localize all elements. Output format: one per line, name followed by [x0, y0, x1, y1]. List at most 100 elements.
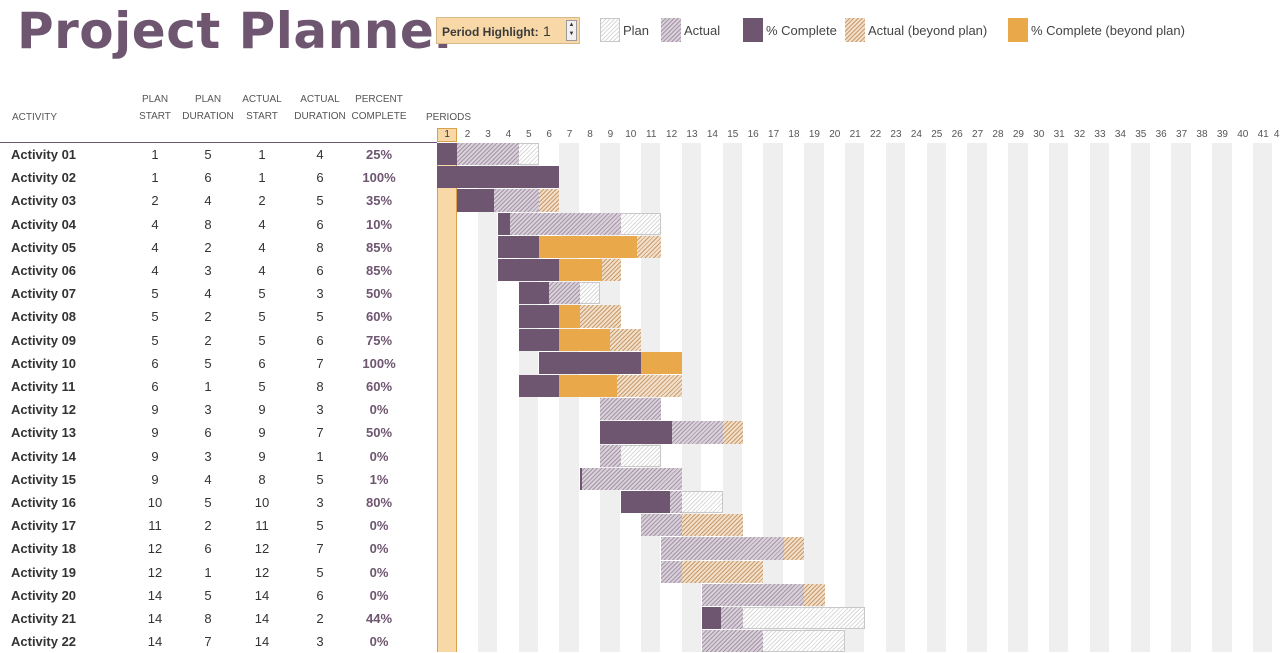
table-row[interactable]: Activity 05 4 2 4 8 85%: [0, 236, 420, 259]
percent-complete-bar: [702, 607, 721, 630]
actual-start: 1: [258, 147, 266, 162]
spin-up-icon[interactable]: ▲: [568, 22, 575, 28]
table-row[interactable]: Activity 09 5 2 5 6 75%: [0, 329, 420, 352]
table-row[interactable]: Activity 18 12 6 12 7 0%: [0, 537, 420, 560]
table-row[interactable]: Activity 16 10 5 10 3 80%: [0, 491, 420, 514]
actual-duration: 3: [316, 402, 324, 418]
percent-beyond-bar: [539, 235, 637, 258]
table-row[interactable]: Activity 10 6 5 6 7 100%: [0, 352, 420, 375]
period-column: [987, 143, 1008, 652]
plan-duration: 6: [204, 541, 212, 557]
activity-name: Activity 10: [11, 355, 77, 371]
legend-percent-beyond: % Complete (beyond plan): [1008, 18, 1185, 42]
plan-duration: 7: [204, 634, 212, 650]
actual-start: 4: [258, 239, 266, 255]
activity-name: Activity 08: [11, 309, 77, 325]
period-number: 30: [1033, 129, 1045, 140]
period-number: 33: [1094, 129, 1106, 140]
table-row[interactable]: Activity 14 9 3 9 1 0%: [0, 445, 420, 468]
table-row[interactable]: Activity 19 12 1 12 5 0%: [0, 561, 420, 584]
percent-complete: 0%: [369, 402, 389, 418]
period-column: [1232, 143, 1252, 652]
table-row[interactable]: Activity 21 14 8 14 2 44%: [0, 607, 420, 630]
actual-start: 11: [255, 518, 269, 534]
plan-start: 9: [151, 448, 159, 464]
plan-duration: 2: [204, 309, 212, 325]
percent-complete-swatch: [743, 18, 763, 42]
period-column: [906, 143, 926, 652]
table-row[interactable]: Activity 22 14 7 14 3 0%: [0, 630, 420, 653]
period-number: 13: [686, 129, 698, 140]
actual-start: 10: [254, 495, 270, 510]
percent-complete: 1%: [369, 471, 389, 487]
table-row[interactable]: Activity 01 1 5 1 4 25%: [0, 143, 420, 166]
table-row[interactable]: Activity 15 9 4 8 5 1%: [0, 468, 420, 491]
period-highlight-control[interactable]: Period Highlight: 1 ▲ ▼: [436, 17, 580, 44]
legend-actual: Actual: [661, 18, 720, 42]
percent-complete: 0%: [369, 518, 389, 534]
table-row[interactable]: Activity 07 5 4 5 3 50%: [0, 282, 420, 305]
plan-start: 10: [147, 495, 163, 510]
period-number: 26: [951, 129, 963, 140]
percent-complete-bar: [457, 189, 495, 212]
period-number: 11: [646, 129, 657, 140]
activity-name: Activity 15: [11, 471, 77, 487]
actual-duration: 8: [316, 379, 324, 394]
period-number: 37: [1176, 129, 1188, 140]
table-row[interactable]: Activity 04 4 8 4 6 10%: [0, 213, 420, 236]
table-row[interactable]: Activity 03 2 4 2 5 35%: [0, 189, 420, 212]
period-highlight-value[interactable]: 1: [543, 23, 551, 39]
table-row[interactable]: Activity 17 11 2 11 5 0%: [0, 514, 420, 537]
percent-complete: 10%: [365, 216, 393, 232]
plan-duration: 1: [204, 379, 212, 394]
plan-duration: 3: [204, 402, 212, 418]
period-column: [1253, 143, 1273, 652]
table-row[interactable]: Activity 11 6 1 5 8 60%: [0, 375, 420, 398]
percent-complete-bar: [498, 235, 539, 258]
table-row[interactable]: Activity 13 9 6 9 7 50%: [0, 421, 420, 444]
plan-start: 5: [151, 332, 159, 348]
period-column: [865, 143, 885, 652]
table-row[interactable]: Activity 20 14 5 14 6 0%: [0, 584, 420, 607]
table-row[interactable]: Activity 06 4 3 4 6 85%: [0, 259, 420, 282]
period-spinner[interactable]: ▲ ▼: [566, 20, 577, 41]
table-row[interactable]: Activity 08 5 2 5 5 60%: [0, 305, 420, 328]
actual-duration: 7: [316, 355, 324, 371]
period-number: 7: [566, 129, 573, 140]
actual-start: 5: [258, 309, 266, 325]
actual-duration: 3: [316, 634, 324, 650]
plan-duration: 1: [204, 564, 212, 580]
period-column: [1130, 143, 1150, 652]
plan-duration: 8: [204, 216, 212, 232]
plan-swatch: [600, 18, 620, 42]
period-column: [620, 143, 640, 652]
spin-down-icon[interactable]: ▼: [568, 31, 575, 37]
percent-complete: 100%: [362, 170, 396, 186]
actual-start: 9: [258, 402, 266, 418]
period-column: [824, 143, 844, 652]
table-row[interactable]: Activity 02 1 6 1 6 100%: [0, 166, 420, 189]
activity-name: Activity 05: [11, 239, 77, 255]
period-column: [845, 143, 865, 652]
actual-duration: 6: [316, 587, 324, 603]
actual-beyond-bar: [681, 560, 764, 583]
percent-complete-bar: [579, 467, 582, 490]
plan-start: 5: [151, 309, 159, 325]
table-row[interactable]: Activity 12 9 3 9 3 0%: [0, 398, 420, 421]
plan-duration: 6: [204, 425, 212, 441]
actual-duration: 7: [316, 425, 324, 441]
percent-complete: 0%: [369, 634, 389, 650]
plan-start: 4: [151, 216, 159, 232]
activity-name: Activity 07: [11, 286, 77, 302]
percent-complete: 0%: [369, 564, 389, 580]
actual-bar: [437, 143, 519, 166]
actual-bar: [641, 514, 682, 537]
activity-name: Activity 16: [11, 495, 77, 510]
period-number: 34: [1114, 129, 1126, 140]
period-column: [457, 143, 477, 652]
period-number: 9: [607, 129, 614, 140]
plan-start: 2: [151, 193, 159, 209]
period-column: [926, 143, 946, 652]
activity-name: Activity 14: [11, 448, 77, 464]
period-column: [1191, 143, 1212, 652]
